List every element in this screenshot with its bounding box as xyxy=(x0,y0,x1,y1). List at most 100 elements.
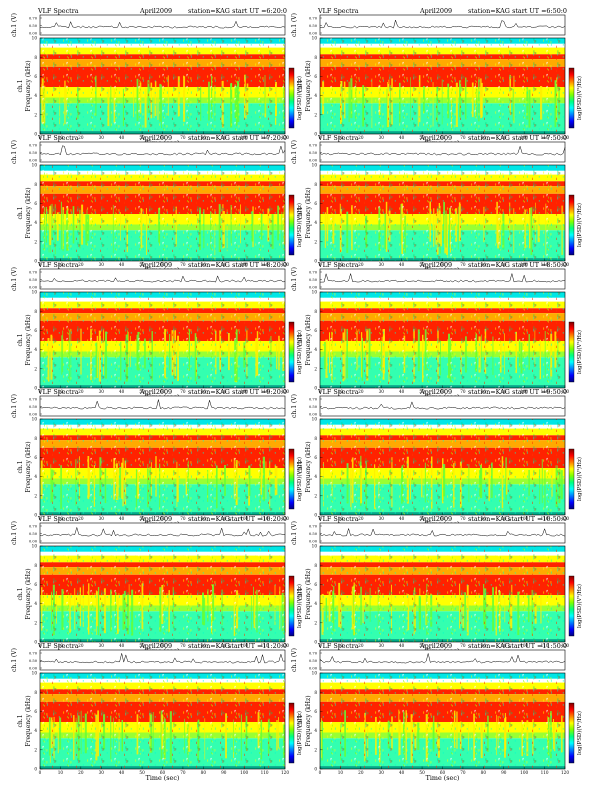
time-tick-label: 50 xyxy=(139,262,145,267)
colorbar xyxy=(568,448,575,510)
time-axis-label: Time (sec) xyxy=(146,774,180,782)
amplitude-tick-label: 0.50 xyxy=(309,532,318,536)
time-tick-label: 0 xyxy=(319,135,322,140)
amplitude-trace xyxy=(39,275,286,283)
frequency-tick-label: 8 xyxy=(314,309,317,314)
time-tick-label: 30 xyxy=(379,135,385,140)
frequency-tick-label: 6 xyxy=(34,201,37,206)
frequency-tick-label: 10 xyxy=(312,290,318,295)
time-tick-label: 90 xyxy=(221,389,227,394)
time-tick-label: 60 xyxy=(160,643,166,648)
time-tick-label: 30 xyxy=(99,135,105,140)
spectrogram-panel-7-20-0: VLF Spectra April2009 station=KAG start UT … xyxy=(11,134,303,274)
frequency-tick-label: 0 xyxy=(34,640,37,645)
time-tick-label: 110 xyxy=(261,643,269,648)
amplitude-tick-label: 0.00 xyxy=(29,413,38,417)
channel-side-label: ch.1 xyxy=(17,461,24,474)
panel-header-start-ut: start UT =11:20:0 xyxy=(228,642,287,650)
time-tick-label: 70 xyxy=(460,135,466,140)
spectrogram-panel-9-20-0: VLF Spectra April2009 station=KAG start UT … xyxy=(11,388,303,528)
time-tick-label: 100 xyxy=(240,135,248,140)
panel-header-date: April2009 xyxy=(419,7,452,15)
panel-header-title: VLF Spectra xyxy=(37,7,79,15)
time-tick-label: 50 xyxy=(419,389,425,394)
time-tick-label: 10 xyxy=(338,135,344,140)
time-tick-label: 70 xyxy=(460,516,466,521)
time-tick-label: 20 xyxy=(78,135,84,140)
colorbar-label: log(PSD)(V²/Hz) xyxy=(296,330,303,374)
time-tick-label: 120 xyxy=(561,643,569,648)
frequency-tick-label: 4 xyxy=(314,93,317,98)
time-tick-label: 70 xyxy=(180,389,186,394)
time-tick-label: 70 xyxy=(460,643,466,648)
frequency-tick-label: 10 xyxy=(32,544,38,549)
frequency-tick-label: 6 xyxy=(314,709,317,714)
frequency-axis-label: Frequency (kHz) xyxy=(25,314,32,365)
panel-header-date: April2009 xyxy=(419,642,452,650)
time-tick-label: 10 xyxy=(338,643,344,648)
frequency-tick-label: 8 xyxy=(314,690,317,695)
frequency-tick-label: 0 xyxy=(314,640,317,645)
colorbar xyxy=(568,67,575,129)
time-tick-label: 50 xyxy=(419,262,425,267)
amplitude-tick-label: 0.70 xyxy=(309,652,318,656)
time-tick-label: 80 xyxy=(481,770,487,775)
panel-header-title: VLF Spectra xyxy=(37,388,79,396)
spectrogram-texture-overlay xyxy=(320,546,565,642)
time-tick-label: 90 xyxy=(221,262,227,267)
amplitude-axis-label: ch.1 (V) xyxy=(291,394,298,418)
panel-header-start-ut: start UT =10:20:0 xyxy=(228,515,287,523)
spectrogram-texture-overlay xyxy=(320,165,565,261)
time-tick-label: 30 xyxy=(99,643,105,648)
spectrogram-panel-6-50-0: VLF Spectra April2009 station=KAG start UT … xyxy=(291,7,583,147)
channel-side-label: ch.1 xyxy=(17,588,24,601)
amplitude-axis-label: ch.1 (V) xyxy=(11,648,18,672)
frequency-axis-label: Frequency (kHz) xyxy=(305,187,312,238)
time-tick-label: 10 xyxy=(58,135,64,140)
colorbar xyxy=(288,448,295,510)
time-tick-label: 80 xyxy=(481,389,487,394)
amplitude-tick-label: 0.70 xyxy=(29,398,38,402)
frequency-tick-label: 10 xyxy=(312,417,318,422)
time-tick-label: 40 xyxy=(119,135,125,140)
time-tick-label: 80 xyxy=(201,262,207,267)
time-tick-label: 60 xyxy=(440,262,446,267)
time-tick-label: 110 xyxy=(261,516,269,521)
time-tick-label: 70 xyxy=(460,389,466,394)
panel-header-title: VLF Spectra xyxy=(317,388,359,396)
frequency-tick-label: 10 xyxy=(312,36,318,41)
amplitude-axis-label: ch.1 (V) xyxy=(11,140,18,164)
spectrogram-texture-overlay xyxy=(40,419,285,515)
time-tick-label: 70 xyxy=(180,770,186,775)
spectrogram-panel-6-20-0: VLF Spectra April2009 station=KAG start UT … xyxy=(11,7,303,147)
amplitude-frame xyxy=(39,268,286,290)
time-tick-label: 40 xyxy=(399,643,405,648)
time-tick-label: 30 xyxy=(379,389,385,394)
time-tick-label: 100 xyxy=(240,262,248,267)
frequency-tick-label: 8 xyxy=(314,436,317,441)
frequency-tick-label: 8 xyxy=(34,309,37,314)
frequency-tick-label: 0 xyxy=(314,386,317,391)
time-tick-label: 20 xyxy=(358,389,364,394)
time-tick-label: 80 xyxy=(201,643,207,648)
time-tick-label: 0 xyxy=(39,262,42,267)
amplitude-tick-label: 0.00 xyxy=(309,286,318,290)
amplitude-trace xyxy=(319,527,566,537)
time-tick-label: 60 xyxy=(160,770,166,775)
amplitude-frame xyxy=(319,14,566,36)
colorbar-label: log(PSD)(V²/Hz) xyxy=(296,711,303,755)
colorbar xyxy=(568,702,575,764)
amplitude-tick-label: 0.50 xyxy=(29,532,38,536)
time-tick-label: 20 xyxy=(78,389,84,394)
time-tick-label: 50 xyxy=(139,135,145,140)
amplitude-frame xyxy=(39,14,286,36)
time-tick-label: 100 xyxy=(240,389,248,394)
time-tick-label: 60 xyxy=(440,135,446,140)
frequency-tick-label: 2 xyxy=(314,620,317,625)
amplitude-tick-label: 0.70 xyxy=(29,144,38,148)
time-tick-label: 90 xyxy=(501,516,507,521)
frequency-axis-label: Frequency (kHz) xyxy=(25,568,32,619)
frequency-tick-label: 10 xyxy=(32,417,38,422)
amplitude-frame xyxy=(39,522,286,544)
